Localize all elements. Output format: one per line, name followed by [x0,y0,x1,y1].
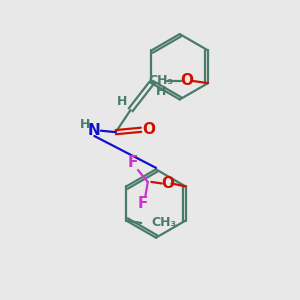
Text: H: H [116,95,127,108]
Text: CH₃: CH₃ [151,217,176,230]
Text: F: F [128,154,138,169]
Text: H: H [80,118,90,130]
Text: O: O [142,122,155,137]
Text: H: H [156,85,166,98]
Text: N: N [88,123,101,138]
Text: O: O [180,73,193,88]
Text: F: F [138,196,148,211]
Text: CH₃: CH₃ [148,74,173,87]
Text: O: O [161,176,174,191]
